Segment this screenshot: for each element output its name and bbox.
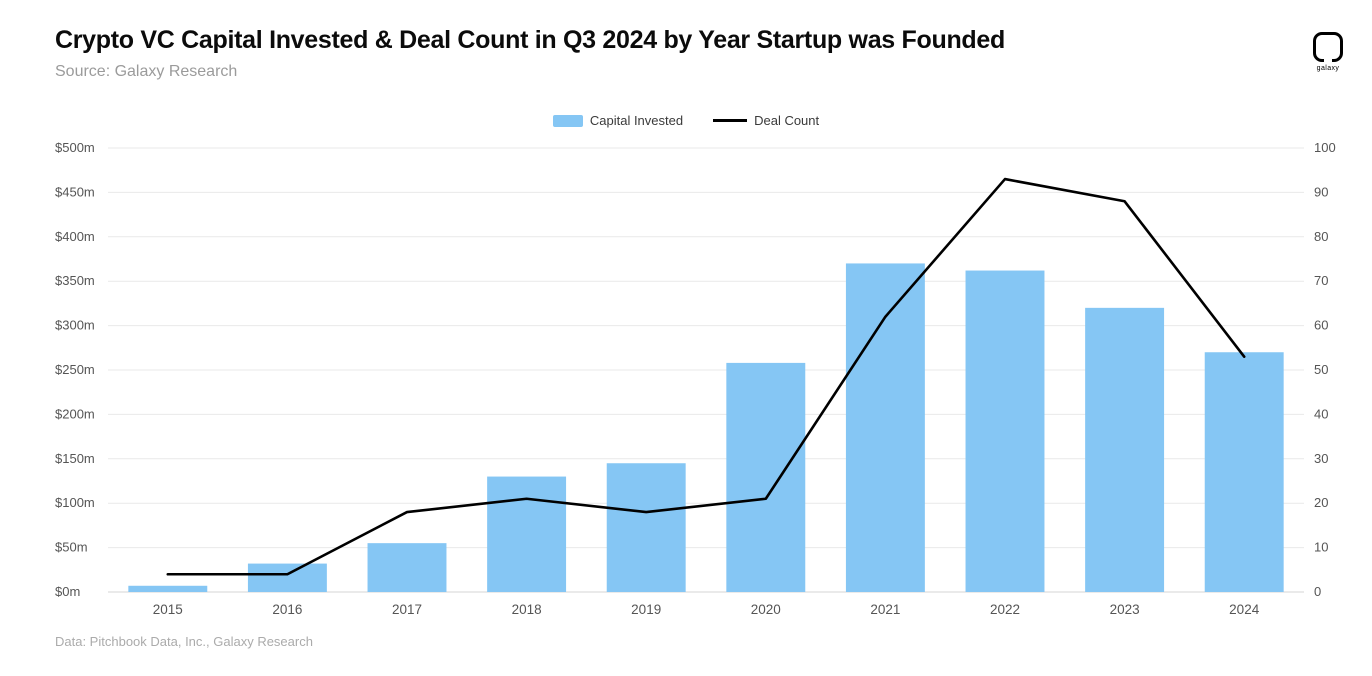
svg-text:2019: 2019 xyxy=(631,602,661,617)
galaxy-logo-icon xyxy=(1313,32,1343,62)
svg-text:$400m: $400m xyxy=(55,229,95,244)
svg-text:20: 20 xyxy=(1314,495,1328,510)
svg-text:$200m: $200m xyxy=(55,406,95,421)
svg-text:2024: 2024 xyxy=(1229,602,1260,617)
svg-text:2017: 2017 xyxy=(392,602,422,617)
legend-label-deal-count: Deal Count xyxy=(754,113,820,128)
svg-text:50: 50 xyxy=(1314,362,1328,377)
svg-text:2021: 2021 xyxy=(870,602,900,617)
chart-canvas: $0m $50m $100m $150m $200m $250m $300m $350m $40… xyxy=(55,140,1336,617)
svg-text:2016: 2016 xyxy=(272,602,302,617)
svg-text:$50m: $50m xyxy=(55,540,88,555)
svg-text:2023: 2023 xyxy=(1110,602,1140,617)
svg-text:$250m: $250m xyxy=(55,362,95,377)
svg-text:10: 10 xyxy=(1314,540,1328,555)
legend-item-capital-invested[interactable]: Capital Invested xyxy=(552,113,684,128)
chart-legend: Capital Invested Deal Count xyxy=(0,113,1372,128)
galaxy-logo: galaxy xyxy=(1306,32,1350,72)
svg-text:40: 40 xyxy=(1314,406,1328,421)
svg-text:$150m: $150m xyxy=(55,451,95,466)
svg-text:$0m: $0m xyxy=(55,584,80,599)
svg-text:$100m: $100m xyxy=(55,495,95,510)
svg-text:2020: 2020 xyxy=(751,602,781,617)
svg-text:0: 0 xyxy=(1314,584,1321,599)
svg-text:90: 90 xyxy=(1314,184,1328,199)
svg-text:$300m: $300m xyxy=(55,318,95,333)
svg-text:60: 60 xyxy=(1314,318,1328,333)
svg-text:2022: 2022 xyxy=(990,602,1020,617)
svg-text:2018: 2018 xyxy=(512,602,542,617)
deal-count-swatch-icon xyxy=(713,119,748,122)
svg-text:30: 30 xyxy=(1314,451,1328,466)
legend-item-deal-count[interactable]: Deal Count xyxy=(713,113,819,128)
data-source-note: Data: Pitchbook Data, Inc., Galaxy Resea… xyxy=(55,634,313,649)
page-title: Crypto VC Capital Invested & Deal Count … xyxy=(55,26,1005,54)
svg-text:$500m: $500m xyxy=(55,140,95,155)
svg-text:70: 70 xyxy=(1314,273,1328,288)
svg-text:2015: 2015 xyxy=(153,602,183,617)
svg-text:80: 80 xyxy=(1314,229,1328,244)
svg-text:100: 100 xyxy=(1314,140,1336,155)
svg-text:$450m: $450m xyxy=(55,184,95,199)
galaxy-logo-text: galaxy xyxy=(1316,65,1340,72)
svg-text:$350m: $350m xyxy=(55,273,95,288)
source-subtitle: Source: Galaxy Research xyxy=(55,63,238,80)
legend-label-capital-invested: Capital Invested xyxy=(589,113,684,128)
capital-invested-swatch-icon xyxy=(552,114,583,127)
